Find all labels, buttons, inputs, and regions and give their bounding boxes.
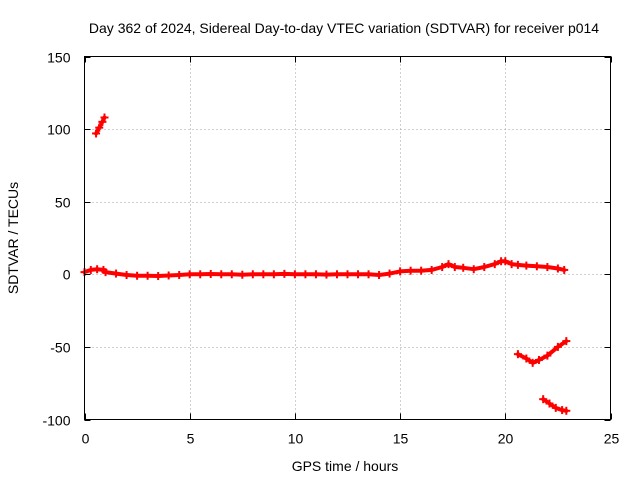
y-tick-label: -50 <box>50 340 70 356</box>
data-point <box>560 265 569 274</box>
data-point <box>98 117 107 126</box>
data-point <box>459 263 468 272</box>
data-point <box>513 350 522 359</box>
data-point <box>406 266 415 275</box>
data-point <box>543 263 552 272</box>
data-point <box>343 270 352 279</box>
data-point <box>248 270 257 279</box>
data-point <box>269 270 278 279</box>
y-tick-label: 100 <box>47 122 71 138</box>
data-point <box>217 270 226 279</box>
data-point <box>450 263 459 272</box>
data-point <box>513 260 522 269</box>
data-point <box>375 271 384 280</box>
data-point <box>522 261 531 270</box>
data-point <box>551 403 560 412</box>
x-tick-label: 10 <box>288 431 304 447</box>
data-point <box>562 337 571 346</box>
data-point <box>238 270 247 279</box>
data-point <box>154 272 163 281</box>
data-point <box>259 270 268 279</box>
y-tick-label: -100 <box>42 413 70 429</box>
data-point <box>543 351 552 360</box>
data-point <box>301 270 310 279</box>
data-point <box>143 271 152 280</box>
data-point <box>133 271 142 280</box>
grid <box>84 56 611 420</box>
series-main <box>82 259 567 278</box>
data-point <box>385 269 394 278</box>
data-point <box>227 270 236 279</box>
data-point <box>490 260 499 269</box>
data-point <box>364 270 373 279</box>
data-point <box>196 270 205 279</box>
data-point <box>92 129 101 138</box>
plot-frame <box>84 56 611 420</box>
y-tick-label: 0 <box>63 267 71 283</box>
data-point <box>290 270 299 279</box>
x-axis-label: GPS time / hours <box>292 458 399 474</box>
series-segment-high <box>94 115 107 136</box>
data-point <box>438 263 447 272</box>
chart-title: Day 362 of 2024, Sidereal Day-to-day VTE… <box>89 20 599 36</box>
data-point <box>562 406 571 415</box>
data-point <box>112 269 121 278</box>
data-point <box>469 265 478 274</box>
data-point <box>311 270 320 279</box>
x-tick-label: 25 <box>604 431 620 447</box>
data-point <box>101 268 110 277</box>
data-point <box>444 260 453 269</box>
data-point <box>164 271 173 280</box>
data-point <box>95 123 104 132</box>
data-point <box>100 113 109 122</box>
x-tick-label: 0 <box>82 431 90 447</box>
data-point <box>522 354 531 363</box>
data-point <box>480 263 489 272</box>
data-series <box>80 113 571 415</box>
data-point <box>175 271 184 280</box>
data-point <box>332 270 341 279</box>
data-point <box>354 270 363 279</box>
data-point <box>532 262 541 271</box>
data-point <box>322 270 331 279</box>
x-tick-label: 20 <box>498 431 514 447</box>
data-point <box>539 395 548 404</box>
data-point <box>185 270 194 279</box>
data-point <box>528 358 537 367</box>
y-tick-label: 150 <box>47 50 71 66</box>
axis-ticks: 0 5 10 15 20 25 -100 -50 0 50 100 150 <box>42 50 619 447</box>
data-point <box>501 257 510 266</box>
data-point <box>280 269 289 278</box>
data-point <box>122 271 131 280</box>
data-point <box>545 399 554 408</box>
data-point <box>553 342 562 351</box>
y-tick-label: 50 <box>55 195 71 211</box>
data-point <box>206 270 215 279</box>
data-point <box>534 355 543 364</box>
x-tick-label: 5 <box>187 431 195 447</box>
data-point <box>553 264 562 273</box>
y-axis-label: SDTVAR / TECUs <box>5 182 21 294</box>
data-point <box>417 266 426 275</box>
x-tick-label: 15 <box>393 431 409 447</box>
data-point <box>427 265 436 274</box>
data-point <box>396 267 405 276</box>
